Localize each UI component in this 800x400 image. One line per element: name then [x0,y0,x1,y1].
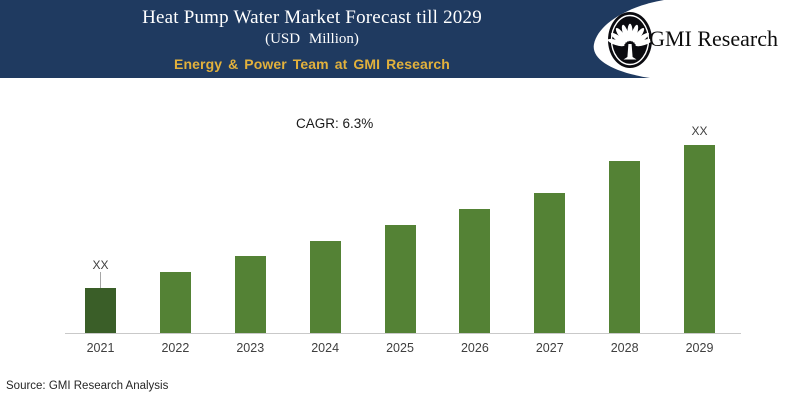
bar-column-2027 [534,134,566,333]
gmi-logo-text: GMI Research [649,26,778,51]
x-axis-label-2027: 2027 [535,341,564,355]
bar-column-2022 [159,134,191,333]
x-axis-label-2022: 2022 [161,341,190,355]
team-line: Energy & Power Team at GMI Research [174,56,450,72]
x-axis-label-2023: 2023 [236,341,265,355]
x-axis-label-2028: 2028 [610,341,639,355]
page-title: Heat Pump Water Market Forecast till 202… [142,7,482,28]
gmi-logo-swoosh [593,0,800,78]
bar-column-2026 [459,134,491,333]
x-axis-label-2029: 2029 [685,341,714,355]
bar-2022 [159,272,191,333]
header-text-block: Heat Pump Water Market Forecast till 202… [0,0,624,72]
bar-2021 [85,288,116,333]
value-label-2021: XX [92,258,109,272]
bar-2029 [684,145,715,333]
bar-chart-plot-area: XX XX [65,124,741,334]
cagr-annotation: CAGR: 6.3% [296,116,374,131]
x-axis-label-2025: 2025 [386,341,414,355]
x-axis-label-2024: 2024 [311,341,340,355]
bar-column-2025 [384,134,416,333]
bar-column-2021: XX [85,134,116,333]
bar-2024 [309,241,341,333]
bar-2023 [234,256,266,333]
bar-column-2024 [309,134,341,333]
value-label-2029: XX [691,124,708,138]
bar-2028 [609,161,641,333]
leader-line [100,272,101,288]
x-axis-labels: 2021 2022 2023 2024 2025 2026 2027 2028 2029 [65,341,741,355]
x-axis-label-2021: 2021 [86,341,115,355]
bar-2025 [384,225,416,333]
bar-column-2023 [234,134,266,333]
bar-column-2028 [609,134,641,333]
units-subtitle: (USD Million) [265,31,359,47]
gmi-logo-emblem [607,12,653,68]
x-axis-label-2026: 2026 [460,341,489,355]
bar-2027 [534,193,566,333]
header-banner: Heat Pump Water Market Forecast till 202… [0,0,800,78]
bar-2026 [459,209,491,333]
bar-column-2029: XX [684,124,715,333]
source-note: Source: GMI Research Analysis [6,380,169,392]
